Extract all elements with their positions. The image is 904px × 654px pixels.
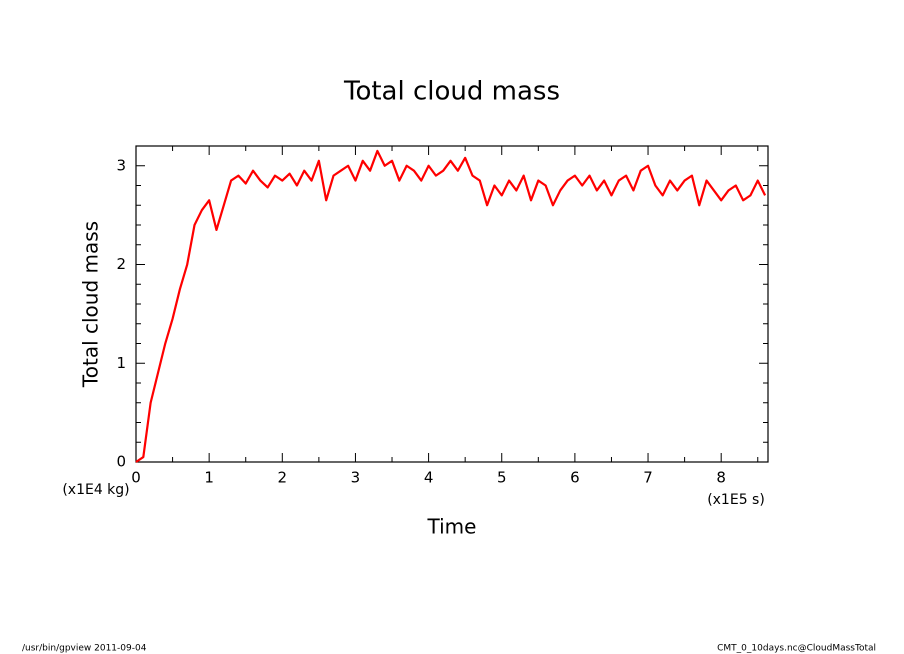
y-tick-label: 0 [116, 453, 126, 471]
x-tick-label: 3 [351, 469, 361, 487]
plot-frame [135, 145, 769, 463]
y-tick-label: 1 [116, 354, 126, 372]
y-tick-label: 3 [116, 156, 126, 174]
x-tick-label: 4 [424, 469, 434, 487]
data-line [135, 149, 767, 463]
y-unit: (x1E4 kg) [62, 482, 129, 498]
x-unit: (x1E5 s) [707, 492, 765, 508]
x-tick-label: 1 [204, 469, 214, 487]
x-tick-label: 8 [716, 469, 726, 487]
chart-title: Total cloud mass [343, 77, 560, 107]
x-tick-label: 0 [131, 469, 141, 487]
footer-right: CMT_0_10days.nc@CloudMassTotal [717, 644, 876, 654]
x-tick-label: 6 [570, 469, 580, 487]
y-axis-label: Total cloud mass [79, 221, 103, 388]
footer-left: /usr/bin/gpview 2011-09-04 [22, 644, 147, 654]
x-tick-label: 7 [643, 469, 653, 487]
x-tick-label: 5 [497, 469, 507, 487]
x-tick-label: 2 [278, 469, 288, 487]
y-tick-label: 2 [116, 255, 126, 273]
x-axis-label: Time [427, 515, 477, 539]
